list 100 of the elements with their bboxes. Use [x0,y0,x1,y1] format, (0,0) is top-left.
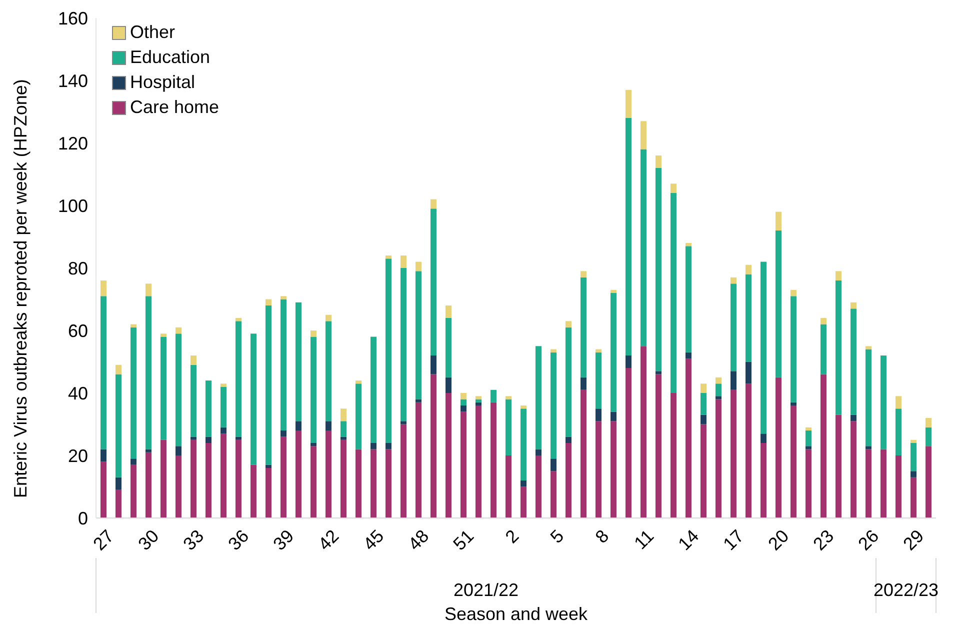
bar [820,374,826,518]
bar [116,477,122,490]
bar [596,408,602,422]
bar [310,443,316,446]
bar [266,468,272,518]
bar [416,271,422,400]
bar [356,380,362,384]
bar [220,427,226,434]
bar [476,396,482,400]
bar [700,424,706,518]
bar [100,449,106,462]
bar [236,318,242,322]
bar [160,334,166,337]
bar [596,421,602,518]
bar [356,384,362,450]
y-tick-label: 160 [58,8,88,28]
x-tick-label: 30 [134,526,163,554]
bar [280,430,286,437]
x-tick-label: 26 [854,526,883,554]
bar [266,299,272,306]
bar [716,377,722,384]
bar [236,440,242,518]
bar [220,434,226,518]
bar [160,336,166,440]
bar [520,408,526,480]
bar [416,402,422,518]
bar [400,256,406,268]
bar [430,208,436,356]
bar [760,262,766,434]
x-tick-label: 39 [269,526,298,554]
bar [626,90,632,118]
bar [536,449,542,456]
bar [866,349,872,446]
bar [370,336,376,443]
y-tick-label: 40 [68,383,88,404]
bar [430,356,436,374]
bar [806,449,812,518]
bar [566,443,572,518]
y-tick-label: 140 [58,70,88,91]
bar [446,393,452,518]
bar [490,402,496,518]
bar [386,449,392,518]
bar [340,408,346,422]
bar [280,296,286,300]
bar [416,262,422,272]
bar [910,471,916,478]
bar [520,480,526,487]
bar [926,427,932,446]
bar [460,399,466,406]
text: 2022/23 [873,580,939,601]
bar [190,356,196,365]
bar [866,449,872,518]
bar [776,212,782,230]
bar [340,421,346,437]
legend-label: Hospital [130,71,196,94]
x-tick-label: 17 [719,526,748,554]
bar [730,390,736,518]
x-tick-label: 27 [89,526,118,554]
bar [130,327,136,459]
bar [686,358,692,518]
bar [670,393,676,518]
bar [700,393,706,415]
x-tick-label: 42 [314,526,343,554]
x-tick-label: 14 [674,526,703,554]
bar [730,277,736,284]
bar [926,446,932,518]
bar [146,452,152,518]
legend-label: Other [130,21,176,44]
x-tick-label: 23 [809,526,838,554]
bar [176,334,182,446]
bar [836,271,842,280]
bar [760,434,766,443]
bar [790,296,796,402]
x-tick-label: 11 [630,526,658,554]
bar [370,443,376,450]
bar [506,399,512,456]
bar [190,440,196,518]
bar [476,399,482,402]
bar [896,396,902,409]
bar [130,458,136,465]
bar [460,406,466,412]
bar [520,486,526,518]
bar [550,349,556,352]
bar [760,443,766,518]
bar [446,318,452,378]
bar [656,168,662,372]
x-tick-label: 29 [899,526,928,554]
bar [520,406,526,409]
bar [446,306,452,318]
bar [640,149,646,346]
bar [400,268,406,422]
bar [910,440,916,443]
bar [280,299,286,430]
y-axis-title: Enteric Virus outbreaks reproted per week (HPZone) [10,79,30,498]
bar [820,318,826,324]
bar [326,321,332,422]
bar [266,464,272,468]
bar [176,446,182,456]
text: 2021/22 [453,580,519,601]
bar [430,374,436,518]
